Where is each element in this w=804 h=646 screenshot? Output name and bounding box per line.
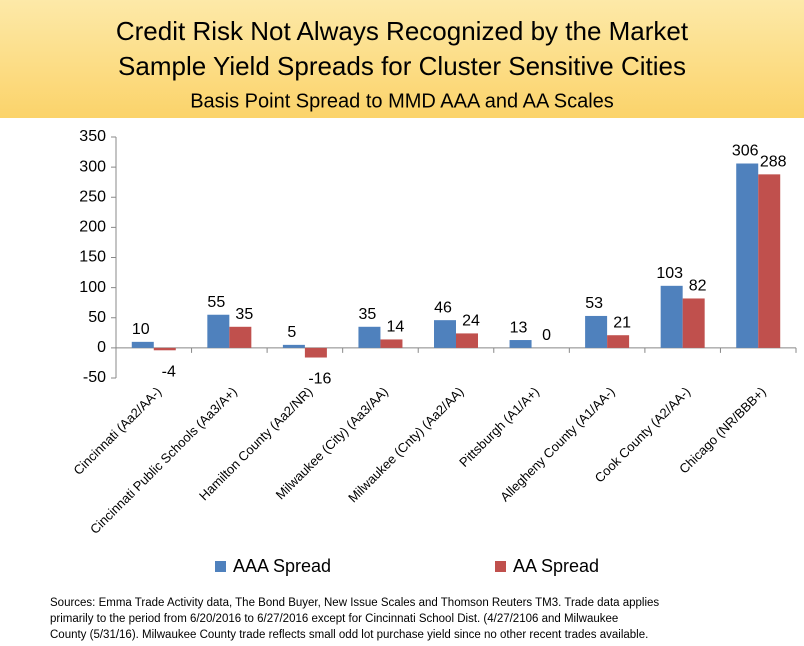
bar xyxy=(456,333,478,348)
data-label: 82 xyxy=(689,278,707,295)
data-label: 35 xyxy=(235,306,253,323)
data-label: 5 xyxy=(287,324,296,341)
bar xyxy=(131,341,154,348)
data-label: 14 xyxy=(387,319,405,336)
data-label: 306 xyxy=(732,143,759,160)
source-note: primarily to the period from 6/20/2016 t… xyxy=(50,613,618,625)
y-tick-label: 100 xyxy=(79,279,106,296)
data-label: -16 xyxy=(308,371,331,388)
chart-title: Credit Risk Not Always Recognized by the… xyxy=(116,16,689,46)
y-tick-label: 250 xyxy=(79,188,106,205)
bar xyxy=(434,320,456,348)
y-tick-label: 50 xyxy=(88,309,106,326)
bar xyxy=(736,163,759,348)
data-label: -4 xyxy=(162,364,176,381)
source-note: County (5/31/16). Milwaukee County trade… xyxy=(50,629,648,641)
x-tick-label: Pittsburgh (A1/A+) xyxy=(456,384,542,470)
data-label: 13 xyxy=(510,319,528,336)
data-label: 53 xyxy=(585,295,603,312)
bar xyxy=(282,344,305,348)
bar xyxy=(758,174,781,348)
bar xyxy=(304,347,327,358)
y-tick-label: 350 xyxy=(79,128,106,145)
header-banner xyxy=(0,0,804,118)
legend-swatch xyxy=(495,561,506,572)
bar xyxy=(229,326,252,348)
data-label: 35 xyxy=(359,306,377,323)
data-label: 103 xyxy=(656,265,683,282)
x-tick-label: Chicago (NR/BBB+) xyxy=(676,384,769,477)
data-label: 21 xyxy=(613,314,631,331)
legend-swatch xyxy=(215,561,226,572)
bar xyxy=(682,298,705,348)
data-label: 0 xyxy=(542,327,551,344)
data-label: 10 xyxy=(132,321,150,338)
legend-label: AA Spread xyxy=(513,556,599,576)
bar xyxy=(509,340,532,348)
chart-title: Sample Yield Spreads for Cluster Sensiti… xyxy=(118,51,686,81)
bar xyxy=(358,326,381,348)
source-note: Sources: Emma Trade Activity data, The B… xyxy=(50,597,659,609)
y-tick-label: 300 xyxy=(79,158,106,175)
data-label: 46 xyxy=(434,299,452,316)
data-label: 288 xyxy=(760,154,787,171)
x-tick-label: Cincinnati Public Schools (Aa3/A+) xyxy=(87,384,240,537)
bar xyxy=(660,285,683,348)
bar xyxy=(153,347,176,351)
bar xyxy=(607,335,630,348)
data-label: 55 xyxy=(207,294,225,311)
data-label: 24 xyxy=(462,313,480,330)
y-tick-label: 150 xyxy=(79,249,106,266)
y-tick-label: 0 xyxy=(97,339,106,356)
y-tick-label: 200 xyxy=(79,219,106,236)
bar xyxy=(585,315,608,348)
legend-label: AAA Spread xyxy=(233,556,331,576)
bar xyxy=(207,314,230,348)
bar xyxy=(380,339,403,348)
y-tick-label: -50 xyxy=(83,369,106,386)
chart-subtitle: Basis Point Spread to MMD AAA and AA Sca… xyxy=(190,90,614,112)
